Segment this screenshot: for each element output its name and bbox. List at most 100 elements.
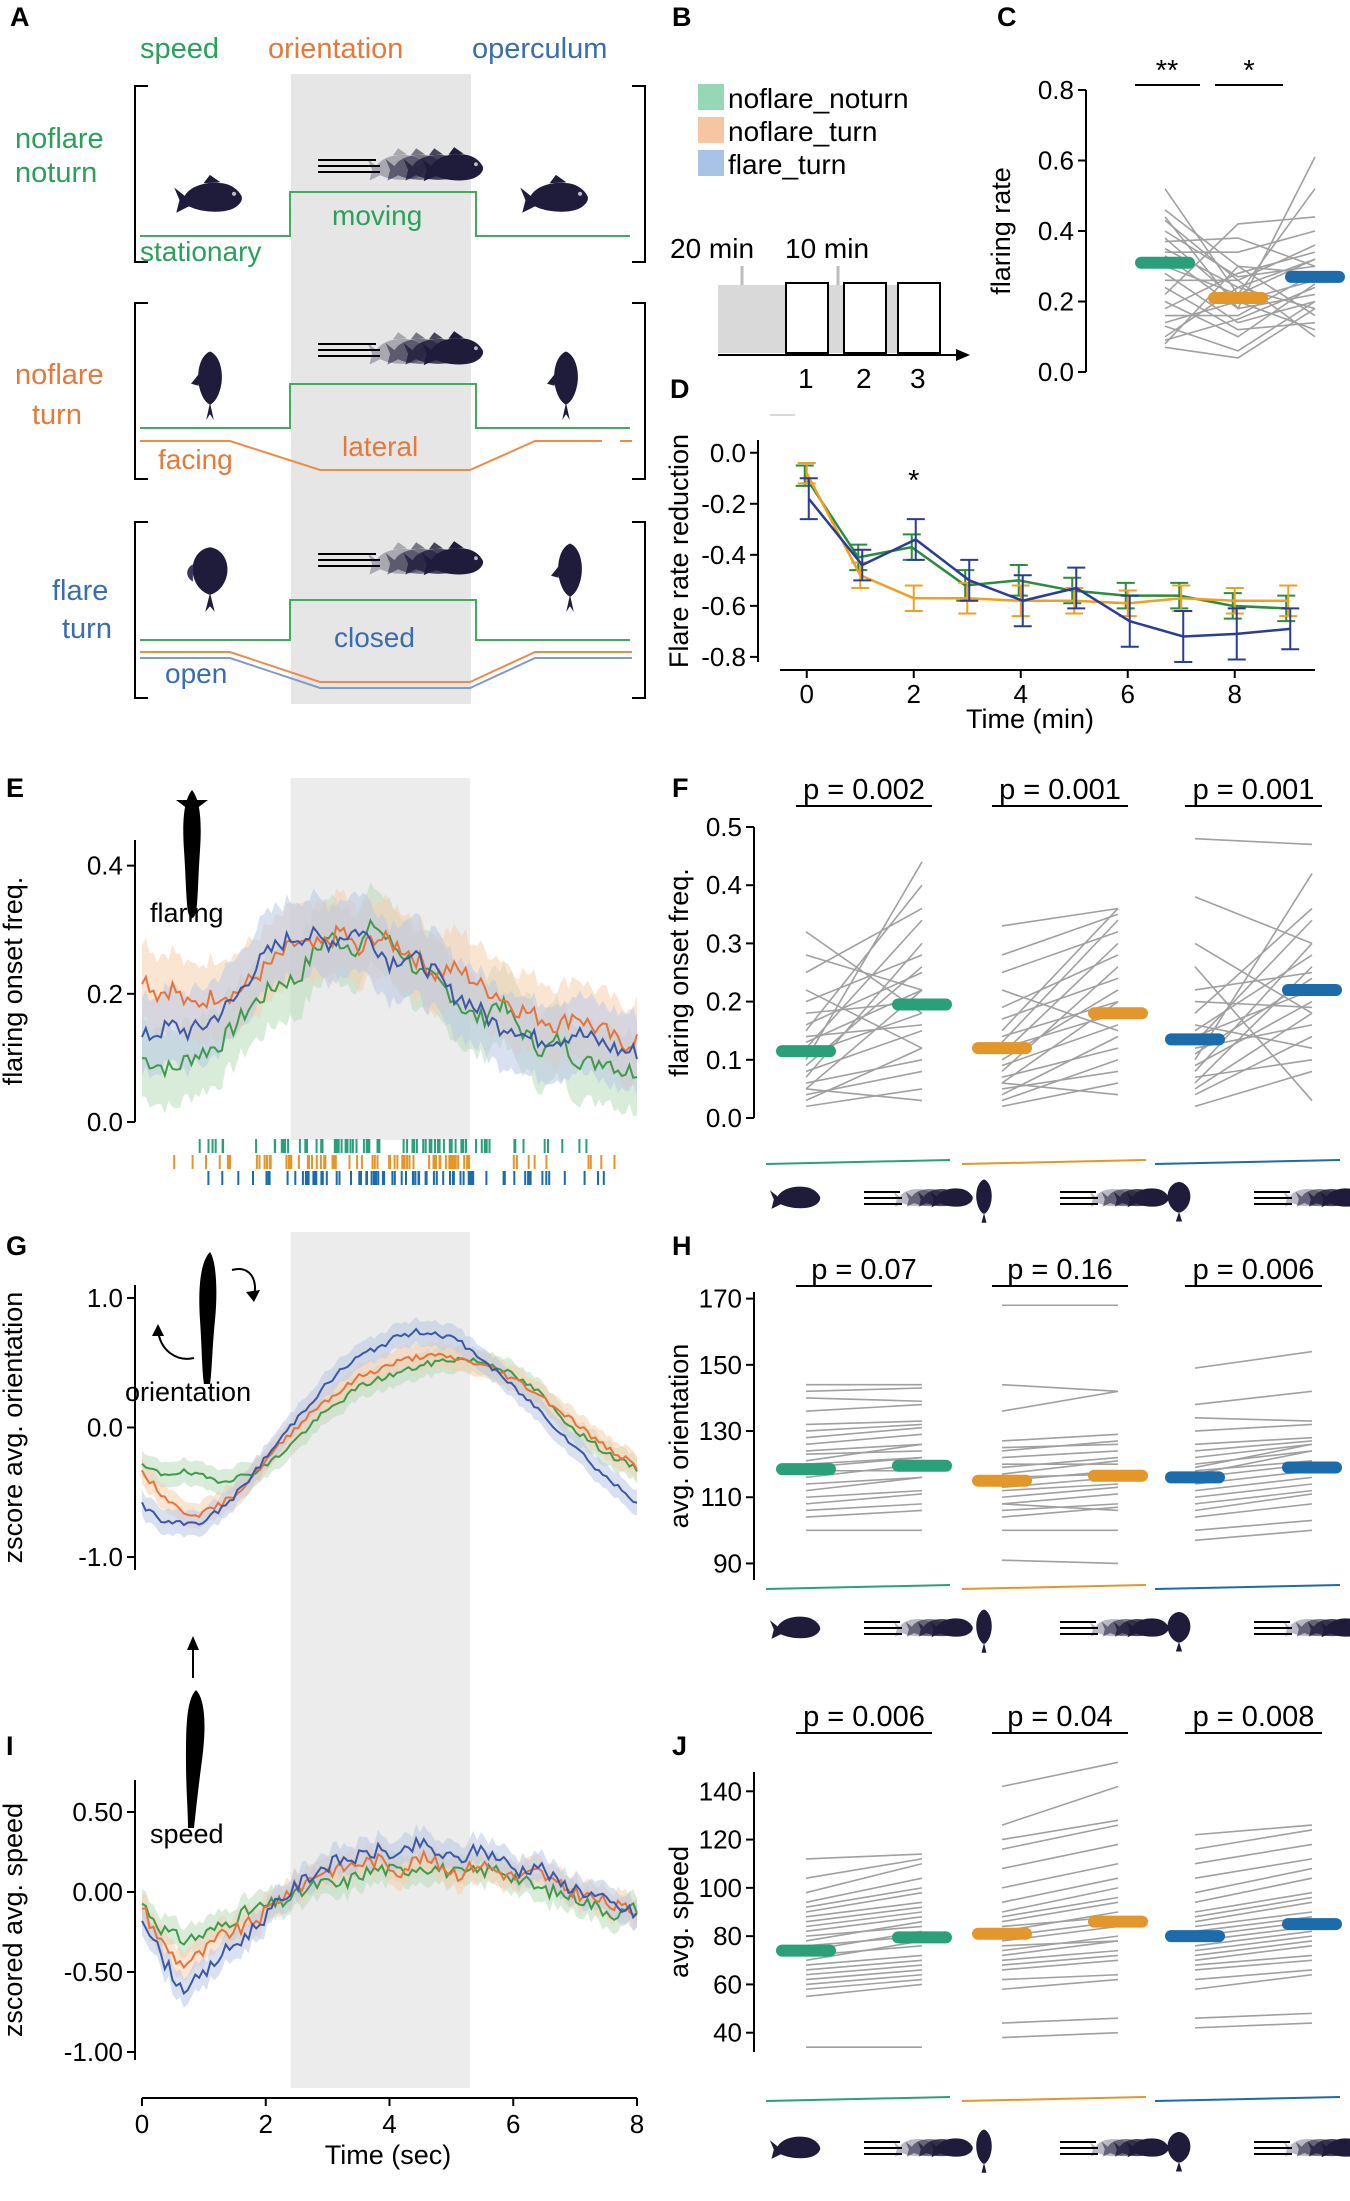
chart-f-condition-line (765, 1159, 951, 1165)
chart-f-subject-line (1001, 907, 1119, 927)
chart-h-subject-line (1194, 1529, 1313, 1542)
chart-j-subject-line (1001, 1824, 1119, 1851)
chart-j-subject-line (1194, 1935, 1313, 1952)
chart-j-subject-line (1194, 1901, 1313, 1923)
chart-c-subject-line (1164, 283, 1316, 338)
chart-h-subject-line (805, 1476, 923, 1485)
chart-j-subject-line (1001, 2017, 1119, 2024)
chart-h-subject-line (1194, 1423, 1313, 1432)
chart-j-subject-line (805, 1959, 923, 1971)
row3-operculum-trace (140, 657, 632, 689)
chart-j-p-value: p = 0.04 (1007, 1701, 1113, 1733)
fish-icon (1320, 2138, 1350, 2158)
chart-e: 0.0 0.2 0.4 flaring onset freq. flaring (0, 778, 638, 1185)
chart-e-ytick-label: 0.0 (87, 1107, 123, 1137)
chart-h-subject-line (805, 1397, 923, 1403)
panel-letter-f: F (672, 773, 689, 803)
chart-i-ytick-label: 0.50 (72, 1797, 123, 1827)
chart-h-subject-line (1194, 1450, 1313, 1475)
chart-j-subject-line (1194, 1944, 1313, 1962)
chart-i-ytick-label: -0.50 (64, 1957, 123, 1987)
chart-h-subject-line (1194, 1450, 1313, 1465)
row3-fish-left-icon (187, 547, 228, 612)
chart-g-series-line (141, 1327, 638, 1527)
fish-flare-icon (1167, 1611, 1191, 1652)
row2-label1: noflare (15, 359, 104, 391)
chart-g-series-line (141, 1356, 638, 1485)
chart-j-ytick-label: 120 (699, 1825, 742, 1855)
legend-label-noflare-noturn: noflare_noturn (728, 83, 909, 114)
timeline-arrow-icon (956, 349, 970, 361)
chart-j-p-value: p = 0.006 (803, 1701, 925, 1733)
stimulus-lines-icon (1060, 1191, 1098, 1205)
chart-h-subject-line (1001, 1559, 1119, 1565)
chart-f-subject-line (805, 1059, 923, 1084)
orientation-fish-icon (199, 1252, 217, 1384)
chart-j-p-value: p = 0.008 (1193, 1701, 1315, 1733)
chart-d-error-bar (1281, 607, 1300, 651)
chart-j-subject-line (1194, 1959, 1313, 1971)
chart-j-subject-line (805, 1964, 923, 1976)
row3-fish-right-icon (551, 543, 582, 612)
chart-j-subject-line (1001, 1877, 1119, 1904)
chart-f-ytick-label: 0.0 (706, 1103, 742, 1133)
chart-j-ytick-label: 40 (713, 2018, 742, 2048)
chart-f-subject-line (1001, 977, 1119, 1020)
stimulus-lines-icon (864, 1191, 902, 1205)
panel-letter-a: A (10, 2, 30, 32)
chart-c-ylabel: flaring rate (986, 167, 1016, 295)
chart-d-ytick-label: -0.6 (701, 591, 746, 621)
chart-d-xtick-label: 0 (800, 679, 814, 709)
fish-front-icon (976, 2129, 992, 2173)
panel-letter-d: D (670, 374, 690, 404)
chart-h-subject-line (805, 1426, 923, 1439)
fish-flare-icon (1167, 1181, 1191, 1222)
chart-j-subject-line (1194, 1911, 1313, 1928)
chart-h-subject-line (1194, 1476, 1313, 1492)
chart-h-subject-line (1194, 1489, 1313, 1505)
timeline-block-1 (785, 282, 829, 354)
chart-j-ytick-label: 100 (699, 1873, 742, 1903)
chart-j-subject-line (1194, 1867, 1313, 1894)
panel-letter-i: I (6, 1731, 14, 1761)
chart-j-condition-line (961, 2096, 1147, 2102)
fish-icon (1126, 1618, 1169, 1638)
chart-d-series-line (807, 497, 1291, 638)
row3-label2: turn (62, 613, 112, 645)
chart-f-subject-line (1194, 966, 1313, 1102)
chart-f-subject-line (805, 1047, 923, 1102)
chart-j-subject-line (1194, 1824, 1313, 1836)
chart-i-ylabel: zscored avg. speed (0, 1803, 28, 2037)
time-label-20min: 20 min (670, 233, 754, 264)
chart-e-ytick-label: 0.4 (87, 851, 123, 881)
header-operculum: operculum (472, 33, 607, 65)
chart-j-subject-line (805, 1906, 923, 1923)
chart-h-ytick-label: 150 (699, 1350, 742, 1380)
chart-f-subject-line (1001, 1070, 1119, 1090)
chart-e-series-line (141, 923, 638, 1053)
chart-f-subject-line (805, 1024, 923, 1038)
chart-h-subject-line (805, 1443, 923, 1452)
chart-h-subject-line (1194, 1493, 1313, 1512)
chart-j-subject-line (805, 1973, 923, 1986)
panel-letter-h: H (672, 1231, 692, 1261)
chart-g-series-line (141, 1352, 638, 1519)
chart-f-subject-line (1001, 1047, 1119, 1079)
chart-c-subject-line (1164, 258, 1316, 338)
chart-j-condition-line (765, 2096, 951, 2102)
chart-c-ytick-label: 0.2 (1038, 287, 1074, 317)
time-label-10min: 10 min (785, 233, 869, 264)
chart-j-subject-line (805, 1853, 923, 1860)
chart-h-subject-line (1001, 1450, 1119, 1459)
rotate-arrowhead-icon (152, 1324, 164, 1336)
chart-h-ylabel: avg. orientation (664, 1344, 694, 1529)
row2-speed-trace (140, 383, 630, 429)
row1-label2: noturn (15, 157, 97, 189)
row1-speed-trace (140, 191, 630, 237)
timeline-block-label-2: 2 (856, 363, 872, 394)
chart-j-subject-line (1001, 2031, 1119, 2039)
chart-h-subject-line (1194, 1440, 1313, 1452)
chart-e-onset-raster (207, 1171, 605, 1185)
chart-e-onset-raster (173, 1155, 616, 1169)
